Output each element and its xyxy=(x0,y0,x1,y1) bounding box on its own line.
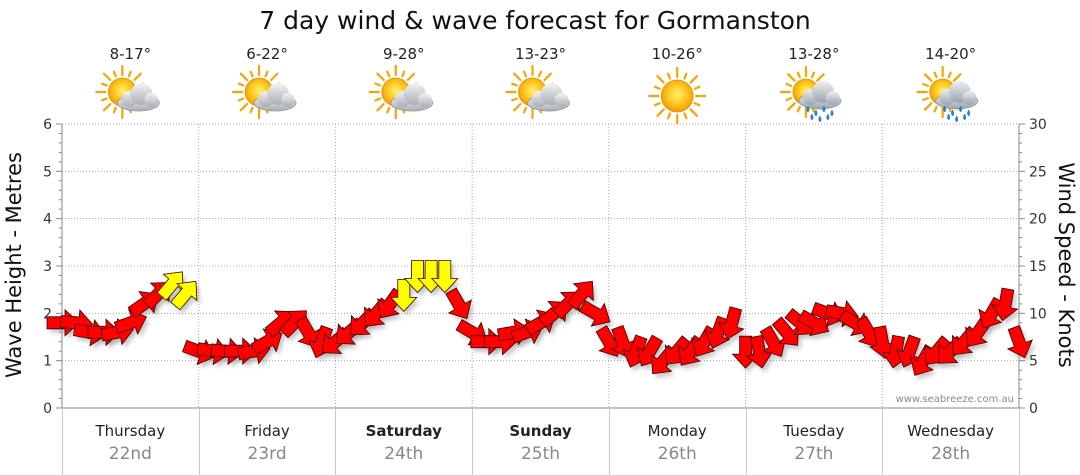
site-credit: www.seabreeze.com.au xyxy=(896,394,1014,405)
partly-cloudy-icon xyxy=(231,64,297,120)
day-date: 27th xyxy=(794,444,833,464)
wind-arrow xyxy=(377,287,405,319)
right-tick-label: 20 xyxy=(1029,212,1047,228)
day-name: Friday xyxy=(244,422,290,440)
chart-title: 7 day wind & wave forecast for Gormansto… xyxy=(259,6,811,35)
day-name: Monday xyxy=(648,422,707,440)
wind-arrow xyxy=(717,306,745,340)
day-name: Wednesday xyxy=(907,422,994,440)
day-temperature: 14-20° xyxy=(925,45,976,63)
wind-arrow xyxy=(978,296,1005,329)
left-tick-label: 3 xyxy=(43,259,52,275)
day-name: Saturday xyxy=(366,422,443,440)
day-date: 22nd xyxy=(109,444,152,464)
sunny-icon xyxy=(648,66,707,126)
wind-arrow xyxy=(610,325,637,359)
day-temperature: 13-28° xyxy=(788,45,839,63)
left-tick-label: 2 xyxy=(43,306,52,322)
wind-arrow xyxy=(991,287,1019,322)
day-date: 25th xyxy=(521,444,560,464)
day-temperature: 6-22° xyxy=(246,45,288,63)
wind-arrow xyxy=(771,316,799,346)
left-tick-label: 6 xyxy=(43,117,52,133)
right-tick-label: 15 xyxy=(1029,259,1047,275)
wind-arrow xyxy=(156,271,184,301)
left-tick-label: 1 xyxy=(43,354,52,370)
showers-icon xyxy=(779,65,842,123)
day-temperature: 10-26° xyxy=(652,45,703,63)
wind-arrow xyxy=(745,334,774,369)
wind-arrow xyxy=(869,325,897,360)
day-labels: Thursday 22nd Friday 23rd Saturday 24th Sunday… xyxy=(62,408,1020,475)
showers-icon xyxy=(916,65,979,123)
wind-arrow xyxy=(170,280,198,311)
day-name: Thursday xyxy=(94,422,165,440)
day-temperature: 9-28° xyxy=(383,45,425,63)
partly-cloudy-icon xyxy=(505,64,570,120)
right-tick-label: 5 xyxy=(1029,354,1038,370)
chart-axes: 0 1 2 3 4 5 6 0 5 10 15 20 25 30 xyxy=(43,117,1047,417)
day-date: 28th xyxy=(931,444,970,464)
wind-arrow xyxy=(430,260,459,294)
day-name: Tuesday xyxy=(782,422,844,440)
left-tick-label: 4 xyxy=(43,212,52,228)
day-date: 26th xyxy=(658,444,697,464)
right-axis-title: Wind Speed - Knots xyxy=(1054,162,1078,367)
day-date: 23rd xyxy=(248,444,287,464)
day-temperature: 8-17° xyxy=(110,45,152,63)
wind-arrow xyxy=(1006,325,1033,359)
wind-arrow xyxy=(578,300,611,327)
wind-arrow xyxy=(294,315,322,348)
left-tick-label: 0 xyxy=(43,401,52,417)
weather-row: 8-17° 6-22° 9-28° 13-23° 10-26° 13-28° 14-20° xyxy=(95,45,979,126)
partly-cloudy-icon xyxy=(95,64,160,120)
left-axis-title: Wave Height - Metres xyxy=(2,152,26,378)
day-temperature: 13-23° xyxy=(515,45,566,63)
wind-arrow xyxy=(566,280,594,311)
day-date: 24th xyxy=(384,444,423,464)
partly-cloudy-icon xyxy=(368,64,434,120)
right-tick-label: 10 xyxy=(1029,306,1047,322)
left-tick-label: 5 xyxy=(43,164,52,180)
wind-arrow xyxy=(445,287,472,320)
right-tick-label: 30 xyxy=(1029,117,1047,133)
wind-arrow xyxy=(797,309,830,337)
wind-arrow xyxy=(759,325,787,357)
wind-arrows xyxy=(46,260,1033,376)
right-tick-label: 0 xyxy=(1029,401,1038,417)
day-name: Sunday xyxy=(509,422,572,440)
wind-arrow xyxy=(389,278,418,312)
right-tick-label: 25 xyxy=(1029,164,1047,180)
